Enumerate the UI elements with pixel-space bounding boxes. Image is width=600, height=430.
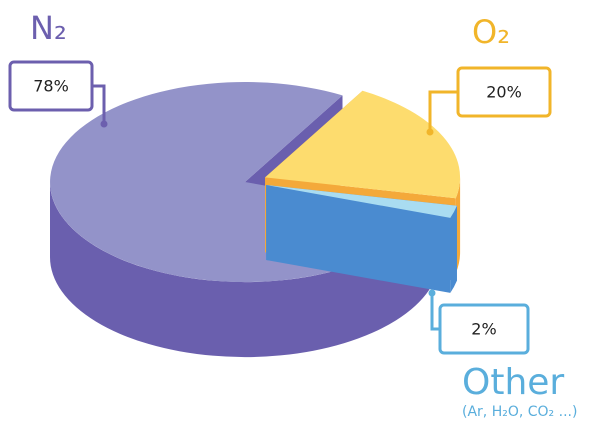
- slice-side: [450, 205, 457, 293]
- labels: 78% N₂ 20% O₂ 2% Other(Ar, H₂O, CO₂ ...): [8, 9, 577, 420]
- callout-dot: [100, 120, 108, 128]
- category-label: O₂: [472, 13, 510, 51]
- value-box: [438, 303, 530, 355]
- callout-dot: [426, 128, 434, 136]
- callout-line: [430, 293, 440, 331]
- value-label: 78%: [33, 77, 69, 96]
- callout-dot: [428, 289, 436, 297]
- callout-line: [428, 90, 458, 132]
- annotation: (Ar, H₂O, CO₂ ...): [462, 404, 577, 420]
- category-label: N₂: [30, 9, 67, 47]
- value-box: [8, 60, 94, 112]
- slice-top: [265, 90, 461, 199]
- value-label: 2%: [471, 320, 496, 339]
- category-label: Other: [462, 362, 564, 403]
- slice-top: [266, 185, 457, 218]
- slice-wall: [266, 185, 451, 293]
- value-box: [456, 66, 552, 118]
- slice-side: [49, 182, 430, 358]
- pie: [49, 82, 461, 358]
- callout-line: [92, 84, 106, 124]
- value-label: 20%: [486, 83, 522, 102]
